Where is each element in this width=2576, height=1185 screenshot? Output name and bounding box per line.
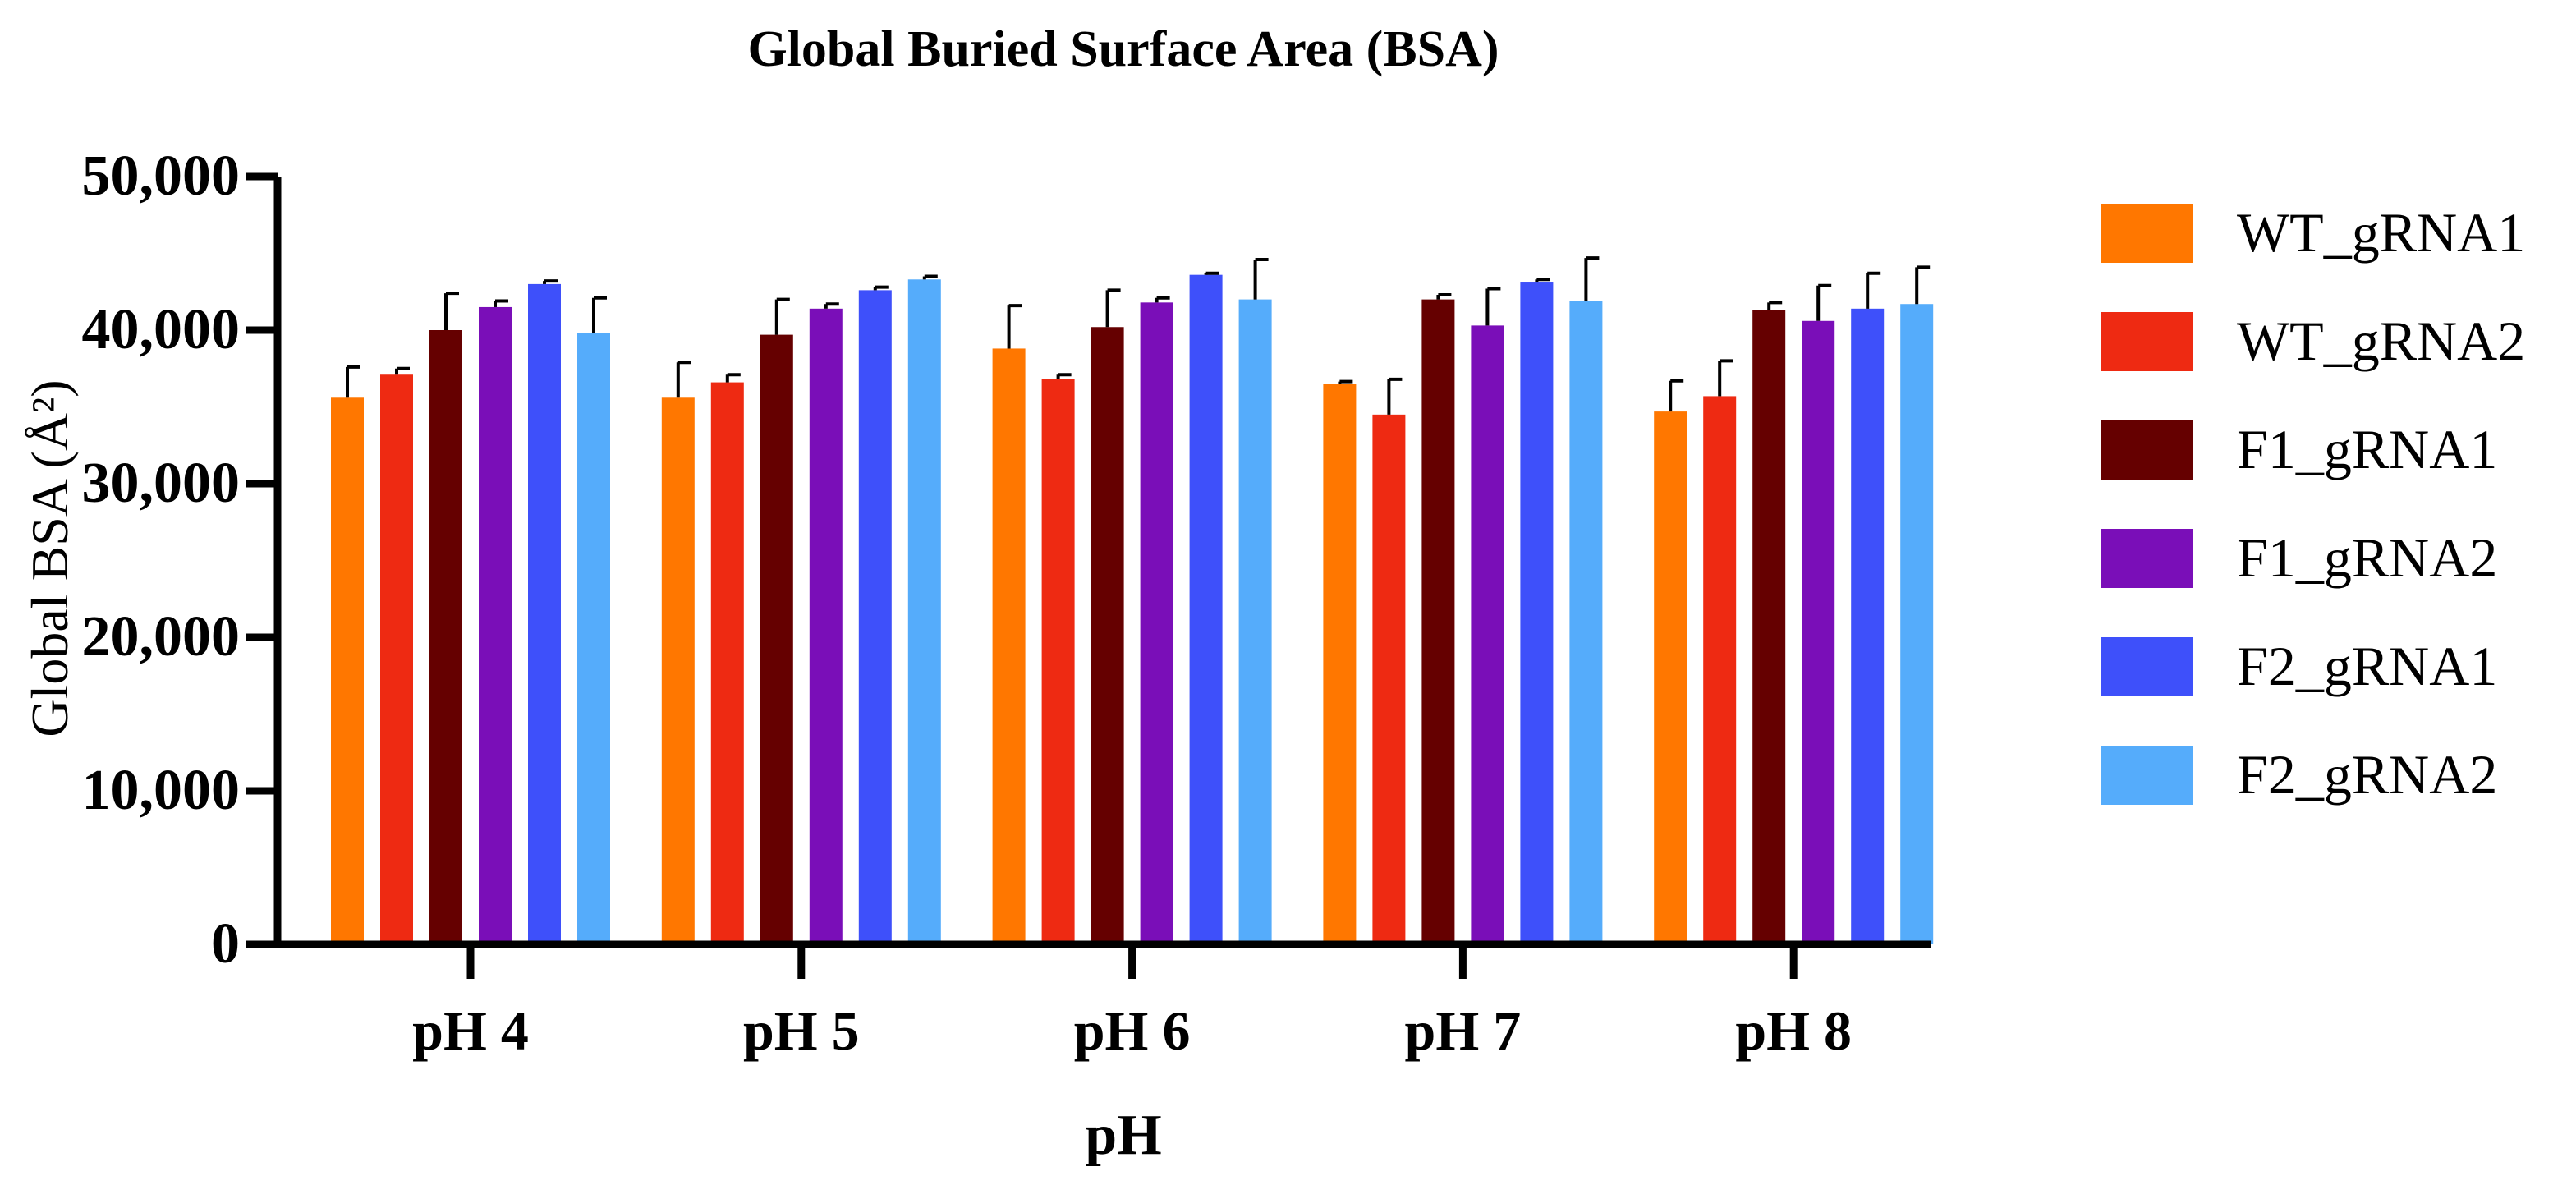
error-bar-F2_gRNA2-pH-5 [922,274,938,280]
error-bar-F1_gRNA1-pH-4 [444,292,459,330]
legend-swatch-WT_gRNA1 [2101,204,2193,263]
bar-F2_gRNA1-pH-7 [1520,282,1554,944]
error-bar-WT_gRNA2-pH-8 [1718,359,1733,397]
y-tick-label-50000: 50,000 [82,145,241,208]
legend-item-WT_gRNA2: WT_gRNA2 [2101,310,2525,372]
error-bar-F1_gRNA1-pH-6 [1105,288,1121,328]
x-tick-label-pH-8: pH 8 [1735,999,1852,1062]
error-bar-F1_gRNA2-pH-4 [494,299,508,307]
bar-WT_gRNA2-pH-4 [380,374,413,945]
bar-F2_gRNA2-pH-4 [577,333,610,944]
legend-label-F1_gRNA2: F1_gRNA2 [2237,526,2497,589]
y-tick-label-10000: 10,000 [82,759,241,822]
error-bar-WT_gRNA1-pH-8 [1669,379,1684,412]
bar-WT_gRNA2-pH-6 [1041,379,1075,945]
error-bar-F1_gRNA1-pH-8 [1767,301,1783,310]
error-bar-F2_gRNA1-pH-8 [1866,271,1881,309]
chart-title: Global Buried Surface Area (BSA) [747,21,1499,77]
x-tick-label-pH-4: pH 4 [412,999,529,1062]
bar-F2_gRNA1-pH-6 [1189,274,1223,944]
error-bar-WT_gRNA1-pH-7 [1338,379,1353,384]
error-bar-WT_gRNA2-pH-6 [1056,373,1072,379]
bar-F1_gRNA1-pH-7 [1421,299,1455,945]
legend-swatch-F1_gRNA1 [2101,420,2193,480]
legend-item-F2_gRNA1: F2_gRNA1 [2101,635,2497,697]
x-tick-label-pH-6: pH 6 [1074,999,1191,1062]
legend-item-F1_gRNA1: F1_gRNA1 [2101,418,2497,480]
x-tick-label-pH-7: pH 7 [1405,999,1522,1062]
legend-item-WT_gRNA1: WT_gRNA1 [2101,201,2525,264]
legend-label-F1_gRNA1: F1_gRNA1 [2237,418,2497,480]
error-bar-F2_gRNA2-pH-6 [1253,257,1269,300]
bar-WT_gRNA1-pH-5 [661,397,695,944]
legend: WT_gRNA1 WT_gRNA2 F1_gRNA1 F1_gRNA2 F2_gRNA1… [2101,201,2525,806]
bar-WT_gRNA1-pH-4 [331,397,364,944]
bar-F1_gRNA2-pH-7 [1471,325,1504,944]
bar-WT_gRNA1-pH-6 [992,348,1026,944]
y-axis-label: Global BSA (Å²) [21,379,79,737]
bar-F1_gRNA1-pH-4 [429,330,462,944]
legend-swatch-F2_gRNA1 [2101,637,2193,696]
bar-WT_gRNA2-pH-5 [710,382,744,945]
error-bar-F2_gRNA2-pH-4 [592,296,607,333]
x-tick-label-pH-5: pH 5 [743,999,860,1062]
error-bar-F2_gRNA1-pH-4 [543,279,558,284]
y-tick-label-20000: 20,000 [82,605,241,668]
bar-F1_gRNA1-pH-5 [760,334,793,944]
bar-F1_gRNA2-pH-5 [809,308,843,944]
bar-F2_gRNA1-pH-4 [528,283,561,944]
legend-label-F2_gRNA1: F2_gRNA1 [2237,635,2497,697]
error-bar-F2_gRNA2-pH-7 [1584,256,1600,301]
error-bar-F2_gRNA1-pH-7 [1535,278,1550,283]
bar-F1_gRNA2-pH-6 [1140,302,1173,945]
error-bar-F1_gRNA2-pH-6 [1155,296,1170,303]
legend-item-F1_gRNA2: F1_gRNA2 [2101,526,2497,589]
bar-F2_gRNA2-pH-8 [1900,304,1934,945]
error-bar-F1_gRNA2-pH-8 [1816,283,1832,321]
bar-WT_gRNA1-pH-7 [1323,384,1357,944]
y-tick-label-30000: 30,000 [82,452,241,515]
legend-label-F2_gRNA2: F2_gRNA2 [2237,743,2497,806]
bar-F2_gRNA1-pH-5 [858,290,892,944]
error-bar-F2_gRNA1-pH-6 [1204,271,1219,275]
legend-swatch-F2_gRNA2 [2101,746,2193,805]
error-bar-F1_gRNA1-pH-7 [1436,292,1452,300]
plot-area: 0 10,000 20,000 30,000 40,000 50,000 pH 4 pH 5 p… [82,145,1934,1062]
legend-swatch-WT_gRNA2 [2101,312,2193,371]
bar-F2_gRNA2-pH-5 [907,279,941,944]
bar-F2_gRNA2-pH-6 [1238,299,1272,945]
bar-F2_gRNA2-pH-7 [1569,301,1603,945]
bar-F1_gRNA2-pH-4 [479,306,512,944]
bar-WT_gRNA1-pH-8 [1654,411,1687,944]
bar-F1_gRNA1-pH-6 [1091,327,1124,944]
bar-F2_gRNA1-pH-8 [1851,308,1885,944]
y-tick-label-40000: 40,000 [82,298,241,361]
error-bar-F1_gRNA2-pH-5 [824,302,839,309]
y-tick-label-0: 0 [211,912,240,976]
error-bar-WT_gRNA2-pH-7 [1387,377,1403,415]
bar-F1_gRNA1-pH-8 [1752,310,1786,944]
legend-label-WT_gRNA2: WT_gRNA2 [2237,310,2525,372]
bar-F1_gRNA2-pH-8 [1802,320,1835,944]
error-bar-WT_gRNA1-pH-6 [1007,304,1022,349]
error-bar-WT_gRNA2-pH-5 [725,373,741,383]
error-bar-WT_gRNA2-pH-4 [395,366,410,375]
error-bar-F2_gRNA1-pH-5 [873,285,889,291]
x-axis-label: pH [1085,1104,1161,1167]
legend-swatch-F1_gRNA2 [2101,529,2193,588]
error-bar-WT_gRNA1-pH-4 [346,365,360,398]
legend-label-WT_gRNA1: WT_gRNA1 [2237,201,2525,264]
legend-item-F2_gRNA2: F2_gRNA2 [2101,743,2497,806]
error-bar-F2_gRNA2-pH-8 [1915,265,1931,305]
error-bar-WT_gRNA1-pH-5 [676,361,691,398]
bar-WT_gRNA2-pH-7 [1372,414,1406,945]
error-bar-F1_gRNA2-pH-7 [1485,287,1501,326]
bar-WT_gRNA2-pH-8 [1703,396,1737,944]
error-bar-F1_gRNA1-pH-5 [774,297,790,335]
